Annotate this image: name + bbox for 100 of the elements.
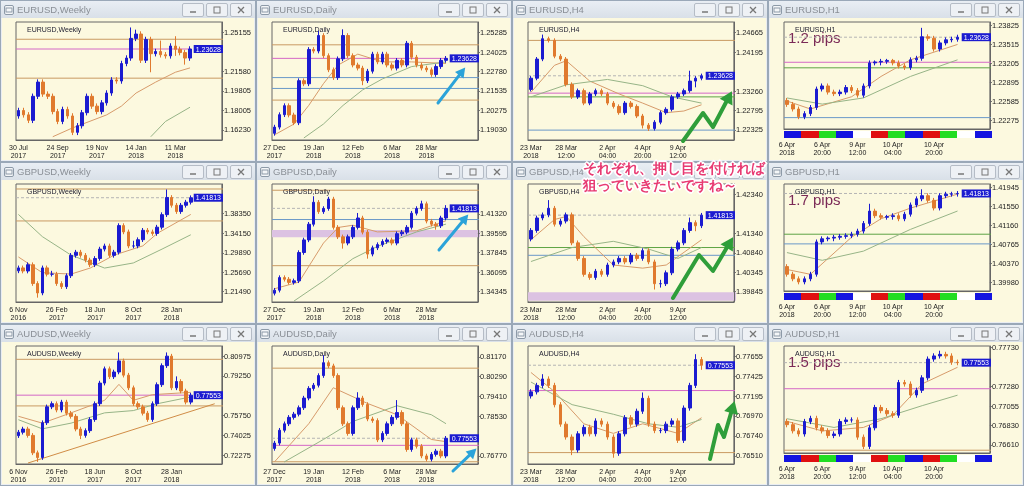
candlestick <box>903 211 906 222</box>
candlestick <box>415 54 418 68</box>
candlestick <box>623 414 627 437</box>
candlestick <box>273 124 276 137</box>
candlestick <box>553 37 556 59</box>
candlestick <box>376 241 379 251</box>
candlestick <box>868 203 871 227</box>
candlestick <box>950 191 953 198</box>
candlestick <box>415 205 418 216</box>
chart-title: GBPUSD,Daily <box>273 166 337 177</box>
candlestick <box>175 375 178 391</box>
chart-title: GBPUSD,H4 <box>529 166 584 177</box>
candlestick <box>564 421 568 441</box>
candlestick <box>653 259 656 291</box>
candlestick <box>938 350 942 360</box>
candlestick <box>891 212 895 221</box>
candlestick <box>327 196 330 212</box>
candlestick <box>390 237 394 246</box>
candlestick <box>17 107 20 120</box>
candlestick <box>420 200 423 212</box>
candlestick <box>570 81 574 100</box>
candlestick <box>159 40 162 59</box>
candlestick <box>944 36 948 46</box>
candlestick <box>944 191 948 199</box>
candlestick <box>873 404 877 431</box>
candlestick <box>434 448 438 458</box>
candlestick <box>700 73 703 81</box>
candlestick <box>785 418 789 428</box>
candlestick <box>307 46 311 87</box>
candlestick <box>410 40 413 61</box>
candlestick <box>844 232 848 240</box>
candlestick <box>564 212 568 224</box>
line-series <box>530 215 703 269</box>
candlestick <box>664 421 668 434</box>
candlestick <box>297 77 301 126</box>
line-series <box>293 223 447 302</box>
candlestick <box>956 359 959 366</box>
candlestick <box>617 103 621 116</box>
candlestick <box>950 36 953 43</box>
candlestick <box>66 106 69 120</box>
candlestick <box>273 287 276 296</box>
candlestick <box>415 437 418 450</box>
candlestick <box>395 57 399 71</box>
candlestick <box>873 59 877 66</box>
candlestick <box>797 427 800 438</box>
candlestick <box>570 433 574 456</box>
candlestick <box>856 228 859 238</box>
candlestick <box>366 401 369 422</box>
candlestick <box>809 271 812 282</box>
line-series <box>530 240 703 263</box>
candlestick <box>815 415 818 431</box>
candlestick <box>559 401 562 428</box>
candlestick <box>920 188 924 202</box>
candlestick <box>588 91 592 106</box>
candlestick <box>600 88 603 97</box>
line-series <box>52 67 191 138</box>
candlestick <box>897 59 900 69</box>
candlestick <box>371 416 374 424</box>
candlestick <box>287 276 291 286</box>
candlestick <box>559 53 562 62</box>
candlestick <box>623 100 627 116</box>
candlestick <box>283 102 286 118</box>
candlestick <box>420 443 423 459</box>
line-series <box>786 59 959 105</box>
chart-title: EURUSD,H1 <box>785 4 840 15</box>
candlestick <box>381 51 384 65</box>
chart-title: AUDUSD,H1 <box>785 328 840 339</box>
candlestick <box>21 265 25 274</box>
candlestick <box>127 229 130 249</box>
candlestick <box>700 356 703 371</box>
candlestick <box>868 424 871 450</box>
candlestick <box>682 227 686 246</box>
line-series <box>530 371 703 434</box>
candlestick <box>676 417 680 444</box>
line-series <box>530 60 703 114</box>
candlestick <box>915 195 918 208</box>
candlestick <box>682 404 686 444</box>
candlestick <box>588 271 592 281</box>
line-series <box>786 394 959 428</box>
candlestick <box>361 395 364 408</box>
line-series <box>273 53 447 136</box>
candlestick <box>535 215 539 234</box>
candlestick <box>879 212 883 221</box>
candlestick <box>576 430 580 454</box>
candlestick <box>582 424 586 437</box>
candlestick <box>535 56 539 81</box>
candlestick <box>564 56 568 87</box>
candlestick <box>785 97 789 108</box>
candlestick <box>909 56 912 71</box>
chart-title: GBPUSD,H1 <box>785 166 840 177</box>
candlestick <box>791 421 795 434</box>
candlestick <box>856 416 859 441</box>
candlestick <box>361 215 364 235</box>
candlestick <box>926 192 930 204</box>
candlestick <box>71 112 74 136</box>
line-series <box>303 61 447 139</box>
candlestick <box>700 212 703 229</box>
candlestick <box>120 60 123 85</box>
line-series <box>530 78 703 104</box>
candlestick <box>61 106 64 125</box>
